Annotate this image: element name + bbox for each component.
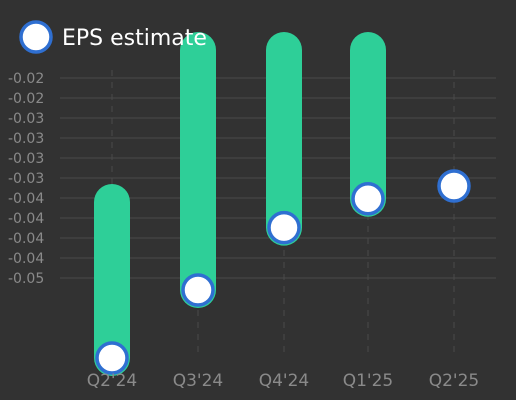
y-tick-label: -0.03 [8,171,44,187]
range-bar [180,32,216,308]
legend-marker-icon [19,20,53,54]
eps-estimate-point [267,210,301,245]
range-bar [94,184,130,376]
range-bar [350,32,386,217]
x-tick-label: Q4'24 [259,371,310,391]
x-tick-label: Q2'24 [87,371,138,391]
legend-label: EPS estimate [62,26,207,51]
y-tick-label: -0.03 [8,151,44,167]
y-tick-label: -0.04 [8,251,44,267]
y-tick-label: -0.03 [8,111,44,127]
eps-estimate-point [437,169,471,203]
axis-layer: -0.02 -0.02 -0.03 -0.03 -0.03 -0.03 -0.04 -0.04… [8,71,479,391]
y-tick-label: -0.02 [8,91,44,107]
x-tick-label: Q3'24 [173,371,224,391]
x-tick-label: Q1'25 [343,371,394,391]
y-tick-label: -0.03 [8,131,44,147]
x-tick-label: Q2'25 [429,371,480,391]
range-bar [266,32,302,246]
eps-estimate-point [95,341,129,375]
y-tick-label: -0.04 [8,191,44,207]
eps-estimate-point [181,273,215,307]
y-tick-label: -0.04 [8,231,44,247]
legend: EPS estimate [19,20,207,54]
bars-layer [94,32,386,376]
y-tick-label: -0.05 [8,271,44,287]
y-tick-label: -0.02 [8,71,44,87]
y-tick-label: -0.04 [8,211,44,227]
eps-estimate-point [351,182,385,216]
markers-layer [95,169,471,375]
